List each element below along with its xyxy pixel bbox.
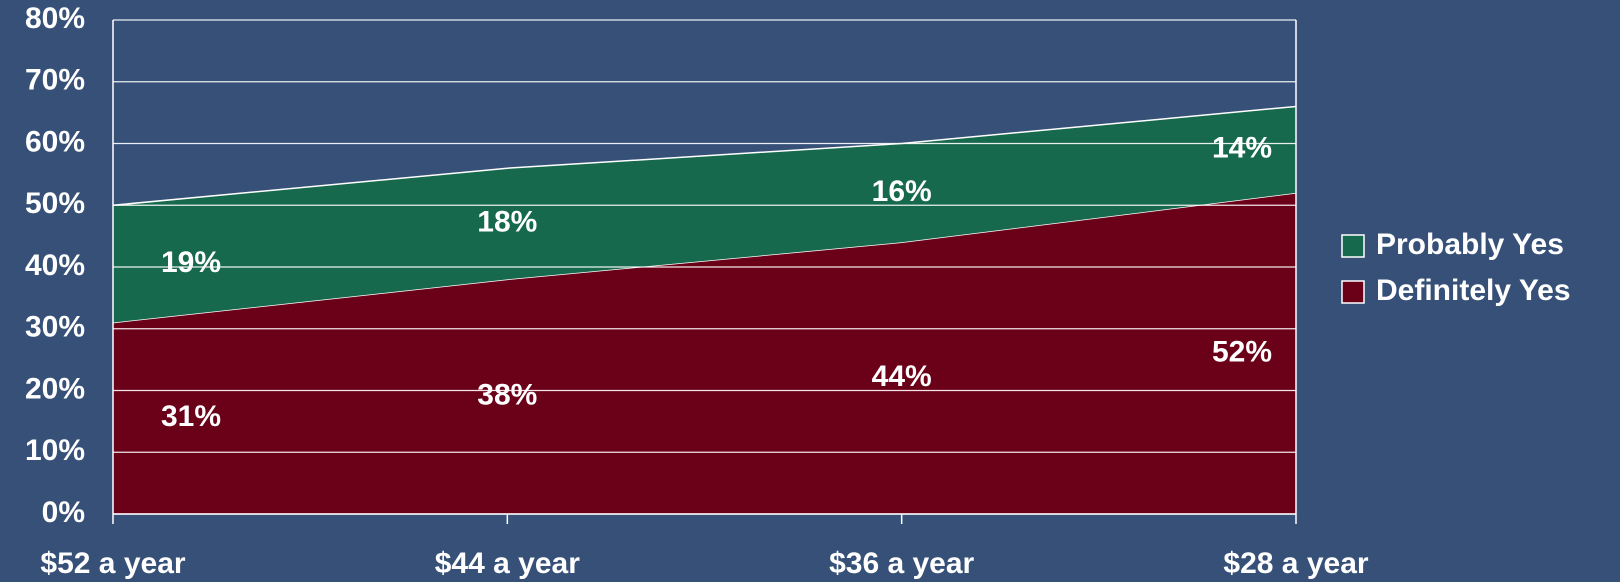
y-tick-label: 40% <box>25 249 85 282</box>
data-label: 31% <box>161 400 221 433</box>
data-label: 16% <box>872 175 932 208</box>
legend-label: Definitely Yes <box>1376 274 1571 307</box>
data-label: 18% <box>477 206 537 239</box>
data-label: 14% <box>1212 132 1272 165</box>
legend-label: Probably Yes <box>1376 228 1564 261</box>
x-tick-label: $52 a year <box>40 547 185 580</box>
x-tick-label: $36 a year <box>829 547 974 580</box>
area <box>113 106 1296 323</box>
y-tick-label: 10% <box>25 434 85 467</box>
data-label: 52% <box>1212 335 1272 368</box>
y-tick-label: 70% <box>25 64 85 97</box>
y-tick-label: 20% <box>25 372 85 405</box>
y-tick-label: 50% <box>25 187 85 220</box>
area-edge <box>112 105 1297 206</box>
y-tick-label: 60% <box>25 125 85 158</box>
data-label: 19% <box>161 246 221 279</box>
area <box>113 192 1296 514</box>
y-tick-label: 30% <box>25 311 85 344</box>
x-tick-label: $44 a year <box>435 547 580 580</box>
data-label: 44% <box>872 360 932 393</box>
legend-swatch <box>1341 280 1365 304</box>
data-label: 38% <box>477 379 537 412</box>
x-tick-label: $28 a year <box>1223 547 1368 580</box>
legend-swatch <box>1341 234 1365 258</box>
y-tick-label: 80% <box>25 2 85 35</box>
y-tick-label: 0% <box>42 496 85 529</box>
